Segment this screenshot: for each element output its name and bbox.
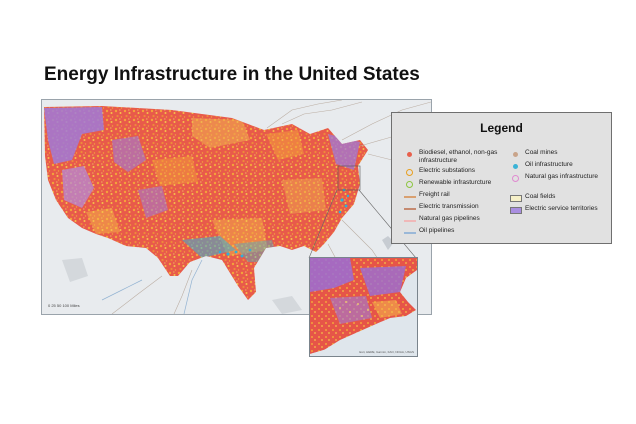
legend-label: Electric service territories <box>525 205 598 212</box>
oil-pipelines <box>101 259 203 314</box>
gas-infrastructure-ring-icon <box>510 174 522 183</box>
page-title: Energy Infrastructure in the United Stat… <box>44 64 420 85</box>
legend-item-gas-pipelines: Natural gas pipelines <box>404 215 504 225</box>
legend-label: Natural gas pipelines <box>419 215 480 222</box>
legend-item-substations: Electric substations <box>404 167 504 177</box>
legend-label: Freight rail <box>419 191 450 198</box>
transmission-line-icon <box>404 204 416 213</box>
freight-rail-line-icon <box>404 192 416 201</box>
legend-item-transmission: Electric transmission <box>404 203 504 213</box>
orange-ring-icon <box>404 168 416 177</box>
legend-label: Oil infrastructure <box>525 161 573 168</box>
legend-item-oil-infrastructure: Oil infrastructure <box>510 161 606 171</box>
oil-infrastructure-dot-icon <box>510 162 522 171</box>
legend-item-oil-pipelines: Oil pipelines <box>404 227 504 237</box>
legend-item-freight-rail: Freight rail <box>404 191 504 201</box>
legend-item-renewable: Renewable infrasturcture <box>404 179 504 189</box>
green-ring-icon <box>404 180 416 189</box>
legend-label: Oil pipelines <box>419 227 455 234</box>
legend-label: Renewable infrasturcture <box>419 179 492 186</box>
inset-locator-box <box>337 165 361 191</box>
inset-canvas <box>310 258 417 356</box>
legend-label: Coal fields <box>525 193 556 200</box>
legend-label: Electric transmission <box>419 203 479 210</box>
legend-label: Electric substations <box>419 167 475 174</box>
legend-item-service-territories: Electric service territories <box>510 205 606 214</box>
legend-label: Coal mines <box>525 149 558 156</box>
legend-item-gas-infrastructure: Natural gas infrastructure <box>510 173 606 183</box>
legend-title: Legend <box>480 121 523 135</box>
service-territory-swatch-icon <box>510 207 522 214</box>
map-canvas <box>44 100 431 314</box>
inset-attribution: Esri, HERE, Garmin, FAO, NOAA, USGS <box>359 350 414 354</box>
legend-item-coal-fields: Coal fields <box>510 193 606 202</box>
new-england-inset-map[interactable]: Esri, HERE, Garmin, FAO, NOAA, USGS <box>309 257 418 357</box>
oil-infrastructure-points <box>218 188 350 258</box>
legend-label: Natural gas infrastructure <box>525 173 598 180</box>
legend-panel: Legend Biodiesel, ethanol, non-gas infra… <box>391 112 612 244</box>
coal-mine-dot-icon <box>510 150 522 159</box>
gas-pipeline-line-icon <box>404 216 416 225</box>
red-dot-icon <box>404 150 416 159</box>
coal-field-swatch-icon <box>510 195 522 202</box>
map-scale-bar: 0 25 50 100 Miles <box>48 303 80 308</box>
legend-label: Biodiesel, ethanol, non-gas infrastructu… <box>419 149 498 164</box>
oil-pipeline-line-icon <box>404 228 416 237</box>
legend-item-coal-mines: Coal mines <box>510 149 606 159</box>
legend-item-biodiesel: Biodiesel, ethanol, non-gas infrastructu… <box>404 149 504 164</box>
